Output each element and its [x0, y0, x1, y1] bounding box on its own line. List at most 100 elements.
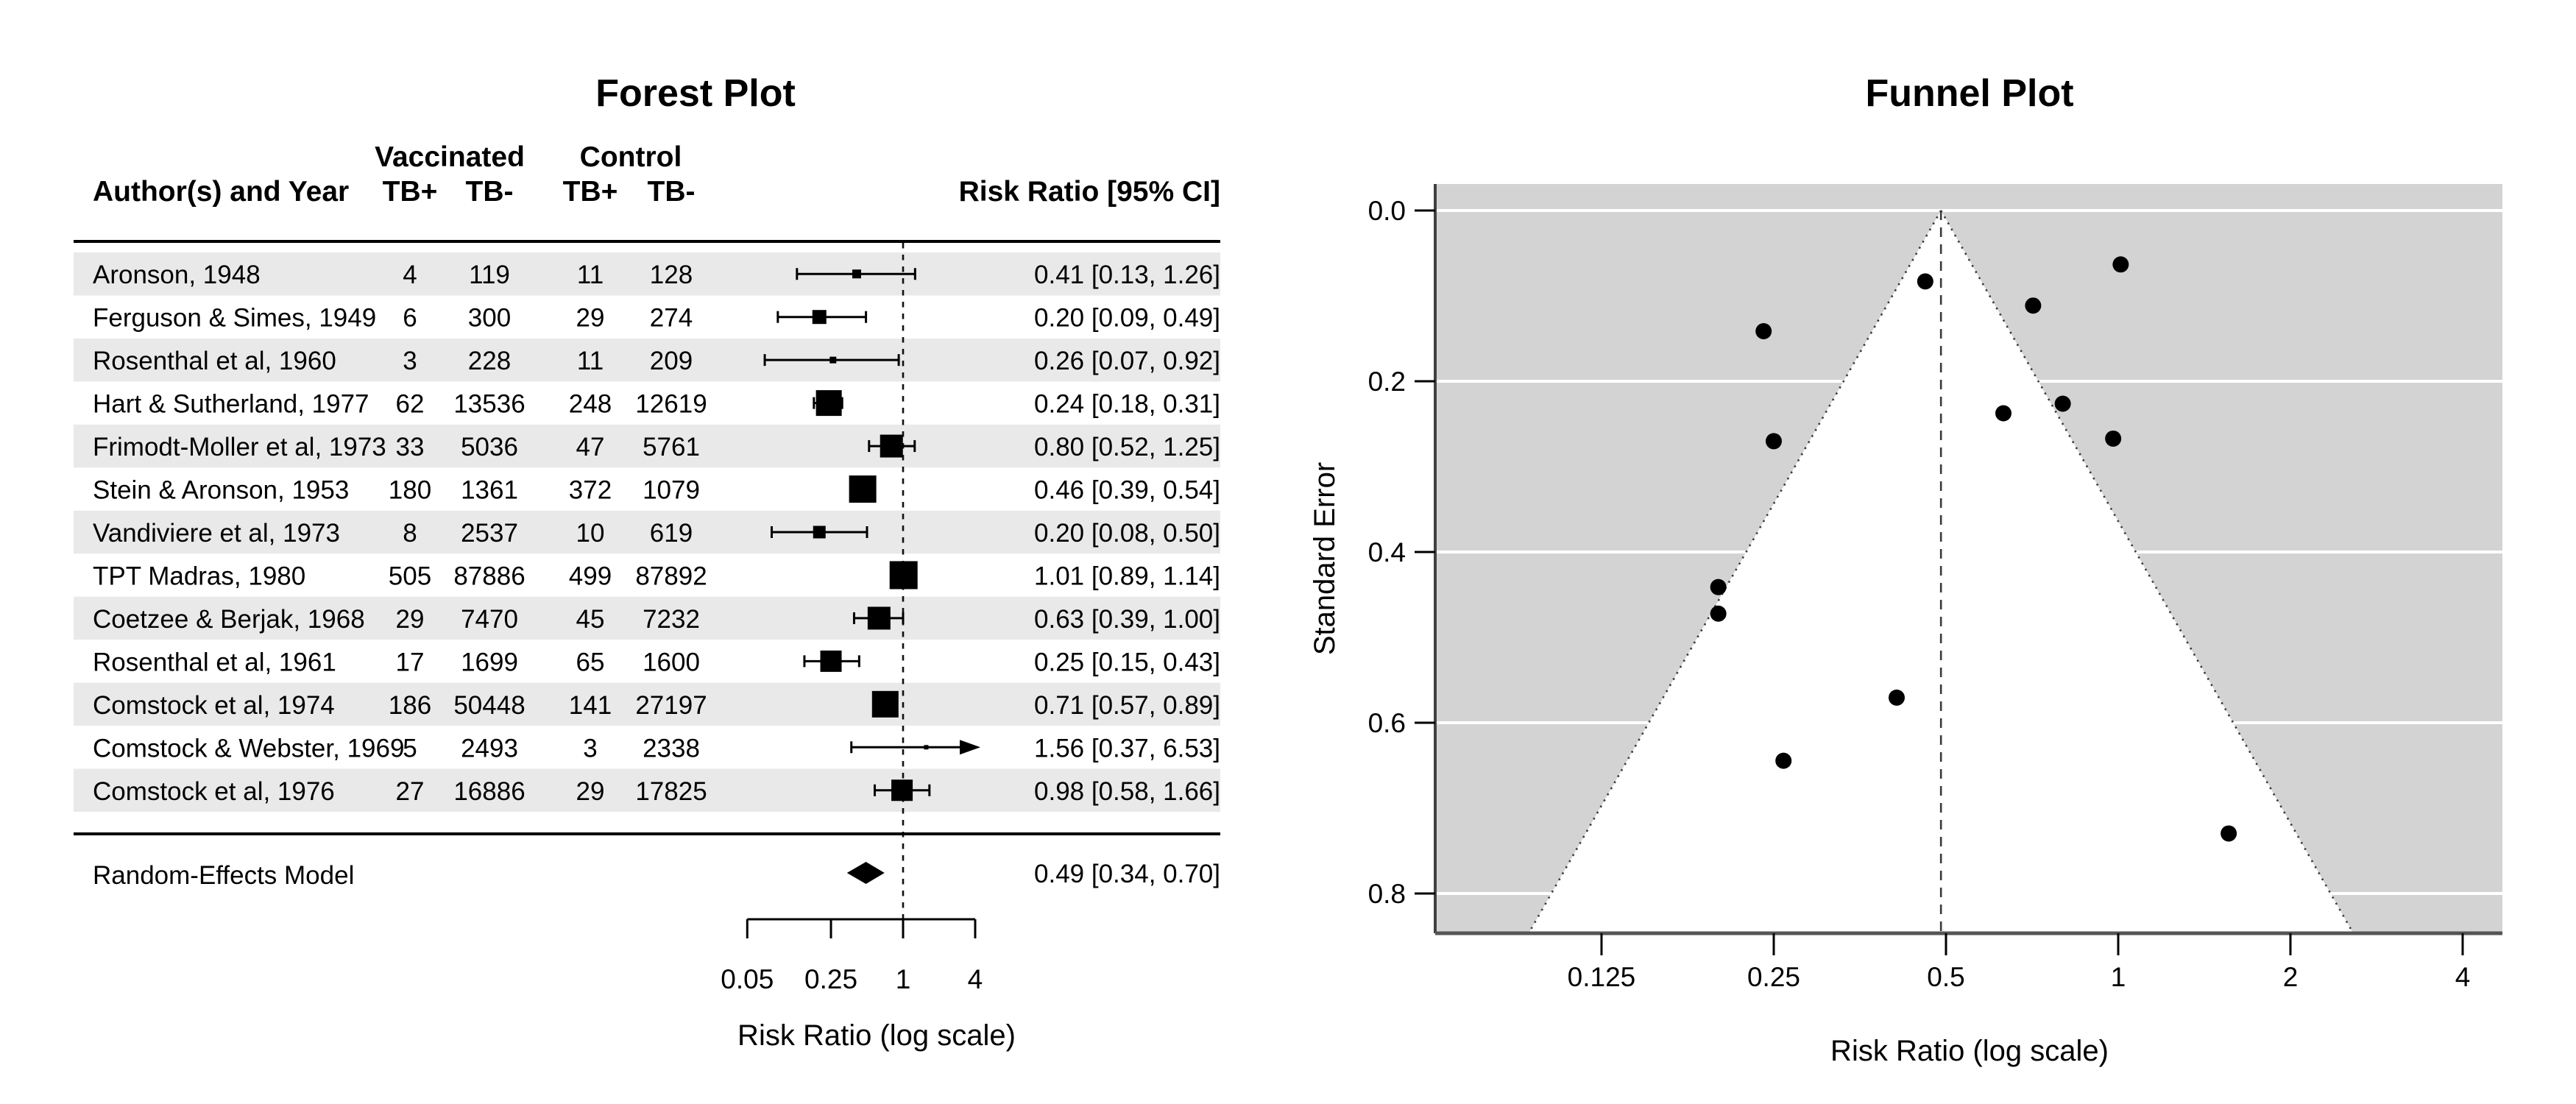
study-count: 13536 — [453, 390, 525, 419]
funnel-y-tick-label: 0.4 — [1368, 537, 1406, 567]
row-band — [74, 252, 1220, 296]
control-tb-neg-header: TB- — [647, 176, 696, 208]
study-count: 5761 — [643, 433, 700, 461]
forest-tick-label: 0.05 — [721, 964, 774, 994]
control-group-header: Control — [579, 141, 682, 173]
study-count: 4 — [403, 261, 417, 289]
study-annotation: 0.25 [0.15, 0.43] — [1034, 648, 1220, 676]
study-count: 5036 — [461, 433, 518, 461]
study-count: 27 — [396, 777, 425, 806]
study-annotation: 0.26 [0.07, 0.92] — [1034, 347, 1220, 375]
vaccinated-tb-neg-header: TB- — [465, 176, 514, 208]
data-point — [1710, 605, 1727, 622]
study-author: Frimodt-Moller et al, 1973 — [93, 433, 386, 461]
forest-tick-label: 1 — [896, 964, 911, 994]
study-count: 119 — [469, 261, 510, 289]
funnel-y-tick-label: 0.6 — [1368, 708, 1406, 738]
data-point — [1775, 752, 1792, 769]
study-count: 65 — [576, 648, 605, 676]
study-count: 62 — [396, 390, 425, 419]
study-count: 2493 — [461, 734, 518, 762]
study-annotation: 0.41 [0.13, 1.26] — [1034, 261, 1220, 289]
forest-plot: Aronson, 1948 4 119 11 128 0.41 [0.13, 1.26] F… — [74, 240, 1220, 994]
data-point — [2054, 395, 2071, 412]
study-count: 8 — [403, 519, 417, 548]
row-band — [74, 510, 1220, 554]
data-point — [1710, 578, 1727, 595]
study-count: 372 — [569, 476, 612, 505]
weight-box — [871, 690, 899, 718]
data-point — [2105, 430, 2122, 447]
funnel-y-tick-label: 0.8 — [1368, 879, 1406, 909]
forest-tick-label: 0.25 — [804, 964, 857, 994]
data-point — [1765, 433, 1782, 450]
row-band — [74, 424, 1220, 468]
funnel-x-tick-label: 0.25 — [1747, 962, 1800, 992]
weight-box — [852, 269, 861, 279]
study-count: 128 — [650, 261, 693, 289]
study-count: 499 — [569, 562, 612, 590]
study-author: Coetzee & Berjak, 1968 — [93, 605, 365, 634]
study-count: 11 — [577, 347, 604, 375]
funnel-x-tick-label: 4 — [2455, 962, 2471, 992]
study-count: 186 — [389, 691, 431, 720]
study-count: 29 — [576, 777, 605, 806]
study-count: 5 — [403, 734, 417, 762]
funnel-plot: 0.0 0.2 0.4 0.6 0.8 0.125 0.25 0.5 1 2 4 — [1368, 184, 2502, 992]
row-band — [74, 682, 1220, 726]
study-author: TPT Madras, 1980 — [93, 562, 305, 590]
weight-box — [829, 356, 837, 364]
study-annotation: 1.56 [0.37, 6.53] — [1034, 734, 1220, 762]
study-count: 87886 — [453, 562, 525, 590]
funnel-x-tick-label: 0.125 — [1568, 962, 1636, 992]
weight-box — [812, 310, 827, 325]
row-band — [74, 596, 1220, 640]
study-count: 50448 — [453, 691, 525, 720]
weight-box — [889, 561, 918, 590]
funnel-y-tick-label: 0.2 — [1368, 367, 1406, 397]
weight-box — [880, 434, 903, 458]
funnel-x-tick-label: 0.5 — [1927, 962, 1964, 992]
study-author: Hart & Sutherland, 1977 — [93, 390, 369, 419]
study-count: 29 — [576, 304, 605, 333]
funnel-edge-left — [1527, 210, 1942, 934]
study-annotation: 0.24 [0.18, 0.31] — [1034, 390, 1220, 419]
study-annotation: 0.46 [0.39, 0.54] — [1034, 476, 1220, 505]
study-count: 1699 — [461, 648, 518, 676]
study-count: 300 — [468, 304, 511, 333]
random-effects-model-label: Random-Effects Model — [93, 861, 355, 890]
study-count: 12619 — [635, 390, 707, 419]
data-point — [1917, 273, 1933, 290]
risk-ratio-column-header: Risk Ratio [95% CI] — [958, 176, 1220, 208]
study-count: 47 — [576, 433, 605, 461]
funnel-y-axis-title: Standard Error — [1309, 461, 1341, 656]
data-point — [2221, 825, 2237, 842]
weight-box — [891, 779, 913, 802]
study-annotation: 0.71 [0.57, 0.89] — [1034, 691, 1220, 720]
study-count: 33 — [396, 433, 425, 461]
control-tb-pos-header: TB+ — [562, 176, 618, 208]
study-count: 87892 — [635, 562, 707, 590]
author-column-header: Author(s) and Year — [93, 176, 350, 208]
study-count: 1079 — [643, 476, 700, 505]
weight-box — [820, 650, 842, 672]
weight-box — [924, 745, 929, 750]
study-author: Rosenthal et al, 1961 — [93, 648, 336, 676]
forest-plot-title: Forest Plot — [595, 72, 796, 115]
data-point — [2112, 256, 2129, 273]
study-count: 2338 — [643, 734, 700, 762]
study-author: Comstock & Webster, 1969 — [93, 734, 404, 762]
data-point — [1755, 323, 1772, 340]
study-author: Vandiviere et al, 1973 — [93, 519, 340, 548]
funnel-x-tick-label: 2 — [2283, 962, 2299, 992]
forest-x-axis-title: Risk Ratio (log scale) — [737, 1019, 1016, 1052]
study-count: 45 — [576, 605, 605, 634]
study-count: 29 — [396, 605, 425, 634]
vaccinated-group-header: Vaccinated — [375, 141, 525, 173]
data-point — [1995, 405, 2012, 422]
study-count: 17825 — [635, 777, 707, 806]
study-annotation: 1.01 [0.89, 1.14] — [1034, 562, 1220, 590]
study-count: 505 — [389, 562, 431, 590]
study-count: 248 — [569, 390, 612, 419]
row-band — [74, 338, 1220, 382]
